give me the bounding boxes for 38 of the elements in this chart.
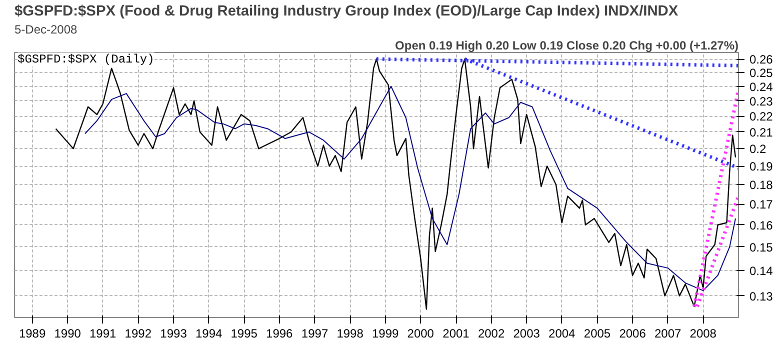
x-tick-label: 2008 [690,326,717,340]
y-tick-label: 0.13 [750,289,774,304]
y-tick-label: 0.21 [750,125,774,140]
y-tick-label: 0.26 [750,52,774,67]
y-tick-label: 0.17 [750,198,774,212]
y-tick-label: 0.18 [750,178,774,192]
x-tick-label: 1995 [230,326,258,340]
x-tick-label: 2001 [442,326,470,340]
chart-title: $GSPFD:$SPX (Food & Drug Retailing Industry Group Index (EOD)/Large Cap Index) INDX/INDX [14,4,678,20]
x-tick-label: 1999 [372,326,400,340]
x-tick-label: 1989 [18,326,46,340]
y-tick-label: 0.2 [750,142,767,156]
y-tick-label: 0.24 [750,80,774,94]
x-tick-label: 1994 [195,326,222,340]
x-tick-label: 1991 [90,326,117,340]
chart-subtitle: 5-Dec-2008 [14,22,78,36]
x-tick-label: 2003 [513,326,540,340]
x-tick-label: 1993 [160,326,188,340]
y-tick-label: 0.15 [750,240,774,254]
annotation: $GSPFD:$SPX (Daily) [18,52,154,66]
y-tick-label: 0.14 [750,264,774,278]
x-tick-label: 1990 [54,326,82,340]
x-tick-label: 1997 [301,326,328,340]
x-tick-label: 2005 [584,326,611,340]
x-tick-label: 1998 [336,326,364,340]
y-tick-label: 0.19 [750,160,774,174]
x-tick-label: 2006 [619,326,646,340]
text: Open 0.19 High 0.20 Low 0.19 Close 0.20 Chg +0.00 (+1.27%) [395,38,739,52]
x-tick-label: 2007 [654,326,682,340]
y-tick-label: 0.16 [750,218,774,232]
y-tick-label: 0.23 [750,94,774,108]
y-tick-label: 0.25 [750,66,774,80]
x-tick-label: 1996 [266,326,294,340]
x-tick-label: 2000 [407,326,434,340]
x-tick-label: 2002 [478,326,505,340]
x-tick-label: 1992 [124,326,152,340]
x-tick-label: 2004 [548,326,576,340]
y-tick-label: 0.22 [750,110,774,124]
